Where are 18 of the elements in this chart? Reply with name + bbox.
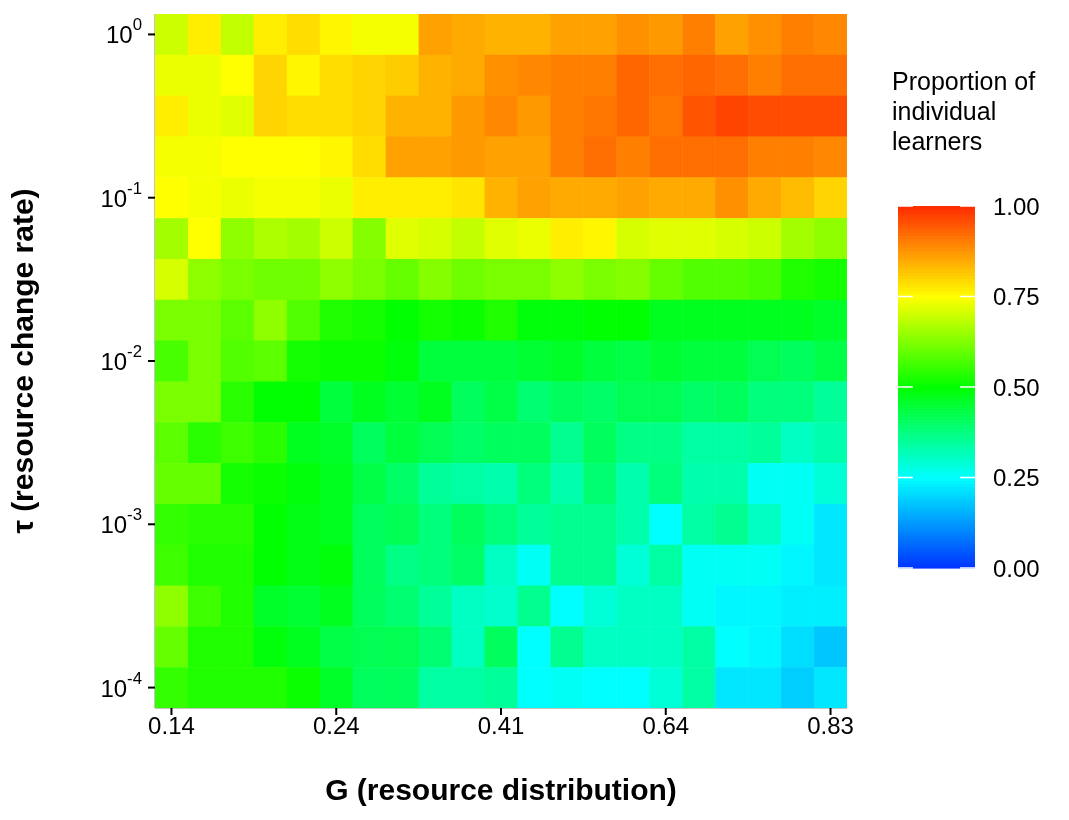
x-tick-label: 0.14 bbox=[148, 712, 195, 740]
x-tick-label: 0.64 bbox=[642, 712, 690, 740]
color-bar-label: 0.25 bbox=[993, 464, 1040, 491]
y-tick-label: 10$^{-3}$ bbox=[100, 505, 142, 538]
color-bar-label: 0.00 bbox=[993, 554, 1040, 582]
legend-title: Proportion of individual learners bbox=[892, 66, 1037, 156]
y-tick-label: 10$^{0}$ bbox=[105, 15, 142, 48]
color-bar-label: 1.00 bbox=[993, 192, 1040, 220]
x-tick-label: 0.24 bbox=[312, 712, 360, 740]
color-bar-label: 0.50 bbox=[993, 373, 1040, 401]
y-tick-label: 10$^{-1}$ bbox=[100, 178, 142, 212]
y-tick-label: 10$^{-4}$ bbox=[100, 668, 142, 702]
color-bar-label: 0.75 bbox=[993, 283, 1040, 310]
x-axis-title: G (resource distribution) bbox=[325, 773, 677, 806]
y-axis-title: τ (resource change rate) bbox=[5, 188, 39, 534]
x-tick-label: 0.41 bbox=[477, 712, 525, 740]
x-tick-label: 0.83 bbox=[807, 712, 854, 740]
y-tick-label: 10$^{-2}$ bbox=[100, 342, 142, 375]
